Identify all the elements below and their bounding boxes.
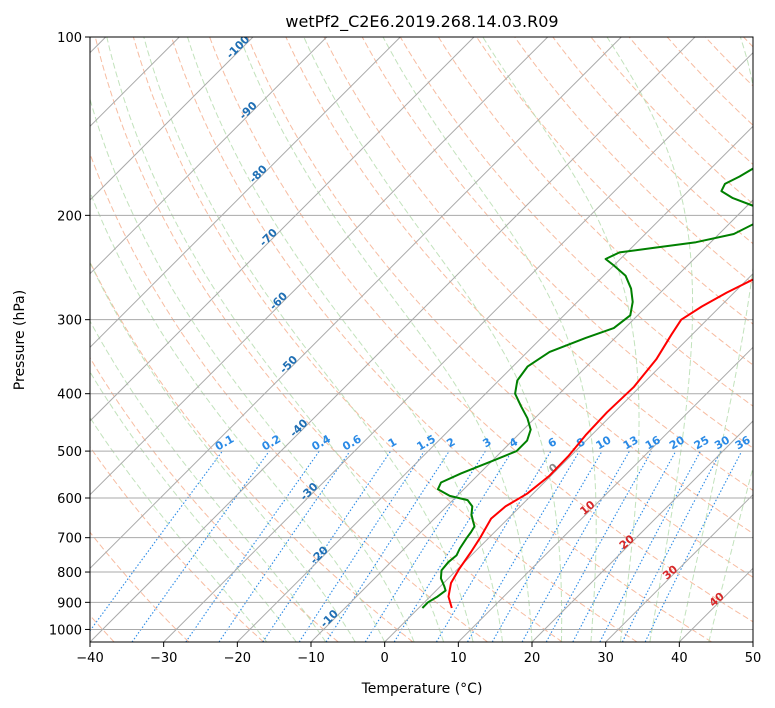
- moist-adiabat-line: [90, 370, 297, 642]
- dewpoint-trace: [421, 167, 753, 609]
- mixing-ratio-lines: [90, 450, 743, 642]
- x-tick-label: −20: [224, 651, 251, 666]
- y-axis-label: Pressure (hPa): [12, 290, 28, 390]
- dry-adiabat-line: [399, 37, 753, 407]
- dry-adiabat-line: [437, 37, 753, 366]
- isotherm-line: [310, 199, 753, 642]
- x-tick-label: 40: [671, 651, 688, 666]
- moist-adiabat-line: [482, 37, 640, 642]
- isotherm-line: [90, 37, 696, 642]
- y-tick-label: 500: [57, 445, 82, 460]
- dry-adiabat-line: [209, 37, 753, 623]
- x-axis-label: Temperature (°C): [361, 681, 483, 697]
- moist-adiabat-line: [106, 37, 445, 642]
- moist-adiabat-line: [143, 37, 474, 642]
- mixing-ratio-line: [599, 450, 701, 642]
- mixing-ratio-line: [298, 450, 425, 642]
- x-tick-label: −10: [297, 651, 324, 666]
- mixing-ratio-line: [90, 450, 223, 632]
- moist-adiabat-line: [90, 261, 356, 642]
- x-tick-label: 0: [381, 651, 389, 666]
- x-tick-label: 20: [524, 651, 541, 666]
- mixing-ratio-line: [545, 450, 653, 642]
- dry-adiabat-line: [90, 531, 190, 642]
- y-tick-label: 600: [57, 492, 82, 507]
- x-tick-label: −30: [150, 651, 177, 666]
- y-tick-label: 200: [57, 209, 82, 224]
- x-tick-label: 50: [745, 651, 762, 666]
- x-tick-label: −40: [76, 651, 103, 666]
- moist-adiabat-line: [187, 37, 503, 642]
- isotherm-line: [90, 37, 475, 422]
- temperature-trace: [447, 278, 753, 609]
- y-tick-label: 100: [57, 31, 82, 46]
- moist-adiabat-line: [678, 37, 753, 642]
- mixing-ratio-line: [325, 450, 450, 642]
- moist-adiabat-line: [90, 190, 386, 642]
- y-tick-label: 900: [57, 596, 82, 611]
- isotherm-line: [90, 37, 549, 496]
- y-tick-label: 300: [57, 314, 82, 329]
- isobar-gridlines: [90, 37, 753, 630]
- sounding-traces: [421, 167, 753, 609]
- dry-adiabat-line: [171, 37, 712, 642]
- mixing-ratio-line: [572, 450, 677, 642]
- mixing-ratio-line: [621, 450, 722, 642]
- isotherm-line: [457, 346, 753, 642]
- mixing-ratio-line: [393, 450, 513, 642]
- dry-adiabat-line: [132, 37, 638, 642]
- isotherm-line: [90, 37, 328, 275]
- moist-adiabat-line: [90, 416, 268, 642]
- dry-adiabat-line: [285, 37, 753, 535]
- chart-title: wetPf2_C2E6.2019.268.14.03.R09: [285, 12, 558, 32]
- plot-area: 0.1 0.2 0.4 0.6 1 1.5 2 3 4 6 8 10 13 16 20 25 30 36-100-…: [90, 37, 753, 642]
- isotherm-line: [163, 51, 753, 642]
- mixing-ratio-line: [131, 450, 270, 642]
- mixing-ratio-line: [364, 450, 486, 642]
- mixing-ratio-line: [644, 450, 743, 642]
- isotherm-line: [90, 37, 254, 201]
- mixing-ratio-line: [218, 450, 351, 642]
- x-axis-ticks: −40 −30 −20 −10 0 10 20 30 40 50: [76, 642, 761, 666]
- y-tick-label: 400: [57, 388, 82, 403]
- moist-adiabat-line: [239, 37, 533, 642]
- mixing-ratio-line: [521, 450, 630, 642]
- moist-adiabat-line: [382, 37, 597, 642]
- x-tick-label: 10: [450, 651, 467, 666]
- isotherm-line: [90, 37, 622, 570]
- isotherm-line: [90, 37, 401, 349]
- isotherm-line: [384, 272, 753, 642]
- dry-adiabat-line: [361, 37, 753, 449]
- mixing-ratio-line: [185, 450, 320, 642]
- isotherm-line: [236, 125, 753, 642]
- dry-adiabat-line: [247, 37, 753, 578]
- moist-adiabat-line: [606, 37, 694, 642]
- isotherm-line: [531, 420, 753, 642]
- moist-adiabat-line: [303, 37, 563, 642]
- y-axis-ticks: 100 200 300 400 500 600 700 800 900 1000: [49, 31, 90, 638]
- moist-adiabats: [90, 37, 753, 642]
- dry-adiabat-line: [94, 37, 563, 642]
- isotherm-line: [605, 493, 753, 642]
- isotherms: [90, 37, 753, 642]
- axes-frame: [89, 36, 754, 643]
- mixing-ratio-line: [262, 450, 392, 642]
- y-tick-label: 800: [57, 566, 82, 581]
- dry-adiabat-line: [90, 446, 264, 642]
- y-tick-label: 1000: [49, 623, 82, 638]
- y-tick-label: 700: [57, 532, 82, 547]
- x-tick-label: 30: [597, 651, 614, 666]
